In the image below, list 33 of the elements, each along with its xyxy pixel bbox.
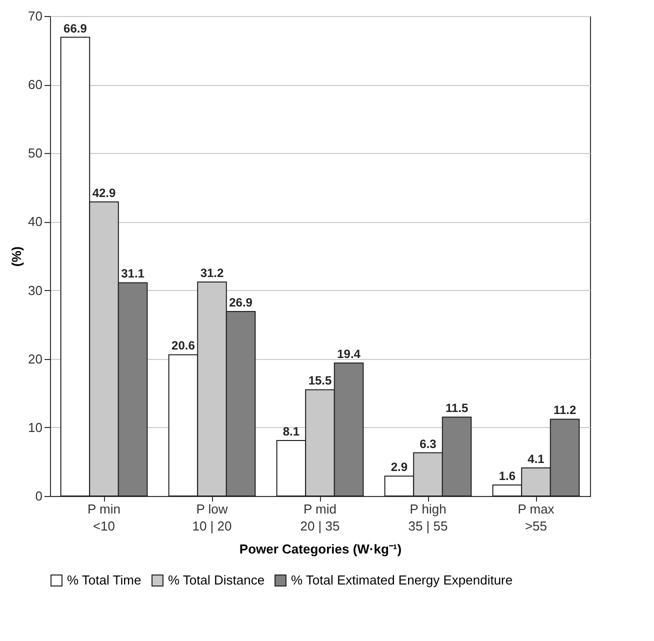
y-tick-label: 20 xyxy=(28,351,42,366)
data-label: 6.3 xyxy=(420,436,437,451)
legend-label: % Total Distance xyxy=(168,572,265,588)
x-tick-label: P max >55 xyxy=(518,502,555,534)
y-tick-label: 50 xyxy=(28,146,42,161)
data-label: 8.1 xyxy=(282,424,300,438)
x-tick-label: P high 35 | 55 xyxy=(408,502,448,534)
data-label: 31.1 xyxy=(121,266,145,281)
data-label: 31.2 xyxy=(200,266,224,280)
y-tick-label: 30 xyxy=(28,282,42,298)
data-label: 4.1 xyxy=(528,452,545,466)
data-label: 20.6 xyxy=(172,338,196,353)
x-tick-label: P low 10 | 20 xyxy=(192,502,232,534)
data-label: 2.9 xyxy=(390,460,408,474)
y-axis-title: (%) xyxy=(9,246,24,267)
x-tick-label: P mid 20 | 35 xyxy=(300,502,340,534)
y-tick-label: 10 xyxy=(28,420,42,435)
legend-label: % Total Extimated Energy Expenditure xyxy=(291,572,513,588)
data-label: 26.9 xyxy=(229,296,253,310)
data-label: 1.6 xyxy=(498,469,516,484)
data-label: 11.2 xyxy=(553,403,576,418)
data-label: 11.5 xyxy=(445,401,468,416)
y-tick-label: 0 xyxy=(35,488,42,504)
legend-label: % Total Time xyxy=(67,572,142,588)
x-axis-title: Power Categories (W·kg⁻¹) xyxy=(239,542,402,556)
y-tick-label: 70 xyxy=(28,8,42,24)
y-tick-label: 60 xyxy=(28,77,42,92)
data-label: 66.9 xyxy=(64,21,88,36)
data-label: 42.9 xyxy=(92,186,116,200)
y-tick-label: 40 xyxy=(28,214,42,230)
x-tick-label: P min <10 xyxy=(88,502,120,534)
data-label: 15.5 xyxy=(308,374,332,388)
data-label: 19.4 xyxy=(337,346,361,361)
